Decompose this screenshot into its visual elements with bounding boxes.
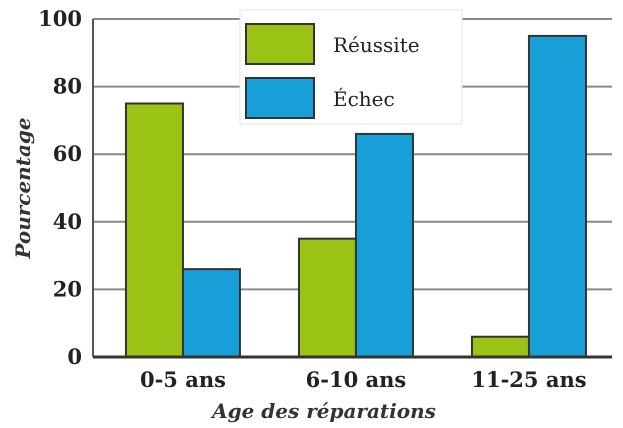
y-tick-label: 60 bbox=[53, 141, 82, 166]
x-tick-label: 6-10 ans bbox=[306, 367, 407, 392]
y-tick-label: 100 bbox=[38, 6, 82, 31]
legend-label-failure: Échec bbox=[333, 87, 395, 111]
x-axis-title: Age des réparations bbox=[210, 399, 436, 423]
bar-success bbox=[124, 102, 184, 358]
legend-swatch-success bbox=[245, 23, 315, 65]
y-tick-label: 40 bbox=[53, 209, 82, 234]
y-tick-label: 80 bbox=[53, 74, 82, 99]
bar-failure bbox=[181, 268, 241, 358]
bar-failure bbox=[354, 132, 414, 358]
bar-success bbox=[470, 335, 530, 359]
axes bbox=[92, 19, 612, 359]
bars bbox=[124, 34, 587, 359]
x-tick-label: 11-25 ans bbox=[471, 367, 586, 392]
x-tick-label: 0-5 ans bbox=[140, 367, 226, 392]
y-tick-label: 20 bbox=[53, 276, 82, 301]
legend-label-success: Réussite bbox=[333, 33, 420, 57]
y-tick-label: 0 bbox=[67, 344, 82, 369]
legend-swatch-failure bbox=[245, 77, 315, 119]
tick-labels: 0 20 40 60 80 100 0-5 ans 6-10 ans 11-25 ans bbox=[38, 6, 586, 392]
bar-failure bbox=[527, 34, 587, 359]
y-axis-title: Pourcentage bbox=[11, 117, 35, 259]
bar-success bbox=[297, 237, 357, 358]
legend: Réussite Échec bbox=[239, 9, 463, 125]
